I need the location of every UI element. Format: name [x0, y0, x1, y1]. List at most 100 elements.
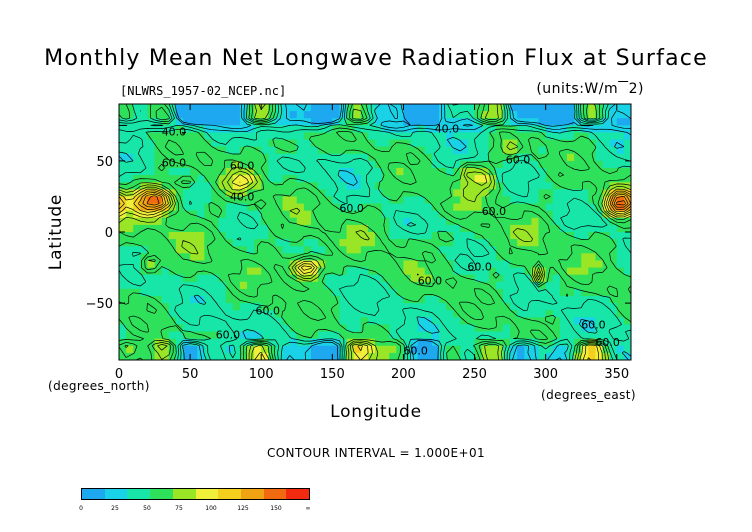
heatmap-cell	[467, 239, 476, 247]
heatmap-cell	[467, 189, 476, 198]
heatmap-cell	[609, 345, 618, 354]
heatmap-cell	[161, 274, 170, 283]
heatmap-cell	[225, 160, 234, 169]
contour-line	[119, 104, 631, 360]
heatmap-cell	[567, 260, 575, 269]
heatmap-cell	[126, 210, 134, 219]
heatmap-cell	[424, 196, 433, 205]
heatmap-cell	[488, 125, 497, 134]
colorbar	[81, 488, 310, 500]
heatmap-cell	[389, 146, 397, 155]
heatmap-cell	[517, 224, 525, 233]
heatmap-cell	[325, 146, 333, 155]
heatmap-cell	[296, 281, 305, 290]
heatmap-cell	[190, 146, 198, 155]
heatmap-cell	[453, 310, 461, 318]
heatmap-cell	[175, 196, 184, 205]
heatmap-cell	[382, 118, 390, 126]
heatmap-cell	[460, 146, 469, 155]
heatmap-cell	[232, 274, 241, 283]
heatmap-cell	[197, 168, 205, 176]
heatmap-cell	[382, 182, 390, 190]
heatmap-cell	[218, 345, 227, 354]
contour-line	[119, 104, 631, 360]
heatmap-cell	[439, 139, 447, 148]
heatmap-cell	[367, 239, 376, 247]
heatmap-cell	[197, 146, 205, 155]
heatmap-cell	[232, 345, 241, 354]
heatmap-cell	[268, 210, 277, 219]
heatmap-cell	[211, 281, 220, 290]
heatmap-cell	[332, 217, 341, 226]
heatmap-cell	[559, 239, 568, 247]
heatmap-cell	[410, 139, 419, 148]
heatmap-cell	[332, 210, 341, 219]
heatmap-cell	[140, 246, 149, 254]
heatmap-cell	[126, 182, 134, 190]
heatmap-cell	[517, 132, 525, 141]
heatmap-cell	[239, 203, 248, 212]
heatmap-cell	[211, 146, 220, 155]
heatmap-cell	[197, 345, 205, 354]
heatmap-cell	[552, 310, 561, 318]
heatmap-cell	[595, 146, 604, 155]
heatmap-cell	[481, 345, 490, 354]
heatmap-cell	[538, 246, 547, 254]
heatmap-cell	[261, 260, 269, 269]
heatmap-cell	[623, 232, 631, 240]
heatmap-cell	[595, 232, 604, 240]
heatmap-cell	[424, 203, 433, 212]
heatmap-cell	[559, 168, 568, 176]
heatmap-cell	[197, 260, 205, 269]
heatmap-cell	[161, 104, 170, 112]
contour-label: 60.0	[216, 329, 241, 342]
heatmap-cell	[296, 175, 305, 183]
heatmap-cell	[147, 345, 156, 354]
heatmap-cell	[410, 111, 419, 119]
heatmap-cell	[538, 189, 547, 198]
heatmap-cell	[410, 345, 419, 354]
heatmap-cell	[261, 118, 269, 126]
heatmap-cell	[467, 274, 476, 283]
heatmap-cell	[318, 253, 326, 262]
heatmap-cell	[218, 288, 227, 297]
heatmap-cell	[403, 175, 412, 183]
heatmap-cell	[126, 246, 134, 254]
heatmap-cell	[389, 310, 397, 318]
heatmap-cell	[609, 168, 618, 176]
heatmap-cell	[431, 338, 440, 347]
heatmap-cell	[360, 267, 369, 276]
heatmap-cell	[453, 246, 461, 254]
heatmap-cell	[424, 267, 433, 276]
heatmap-cell	[367, 125, 376, 134]
heatmap-cell	[446, 260, 454, 269]
heatmap-cell	[602, 310, 611, 318]
heatmap-cell	[510, 160, 518, 169]
heatmap-cell	[431, 239, 440, 247]
heatmap-cell	[495, 260, 504, 269]
heatmap-cell	[360, 260, 369, 269]
heatmap-cell	[524, 153, 533, 162]
heatmap-cell	[147, 182, 156, 190]
heatmap-cell	[296, 260, 305, 269]
heatmap-cell	[474, 118, 483, 126]
heatmap-cell	[403, 232, 412, 240]
heatmap-cell	[332, 317, 341, 326]
heatmap-cell	[382, 239, 390, 247]
heatmap-cell	[417, 246, 426, 254]
heatmap-cell	[375, 175, 383, 183]
heatmap-cell	[225, 217, 234, 226]
heatmap-cell	[147, 189, 156, 198]
heatmap-cell	[232, 267, 241, 276]
heatmap-cell	[147, 168, 156, 176]
heatmap-cell	[510, 139, 518, 148]
heatmap-cell	[197, 253, 205, 262]
heatmap-cell	[275, 345, 284, 354]
heatmap-cell	[332, 175, 341, 183]
heatmap-cell	[439, 153, 447, 162]
heatmap-cell	[147, 324, 156, 333]
heatmap-cell	[211, 168, 220, 176]
heatmap-cell	[595, 189, 604, 198]
heatmap-cell	[318, 331, 326, 340]
heatmap-cell	[503, 338, 511, 347]
